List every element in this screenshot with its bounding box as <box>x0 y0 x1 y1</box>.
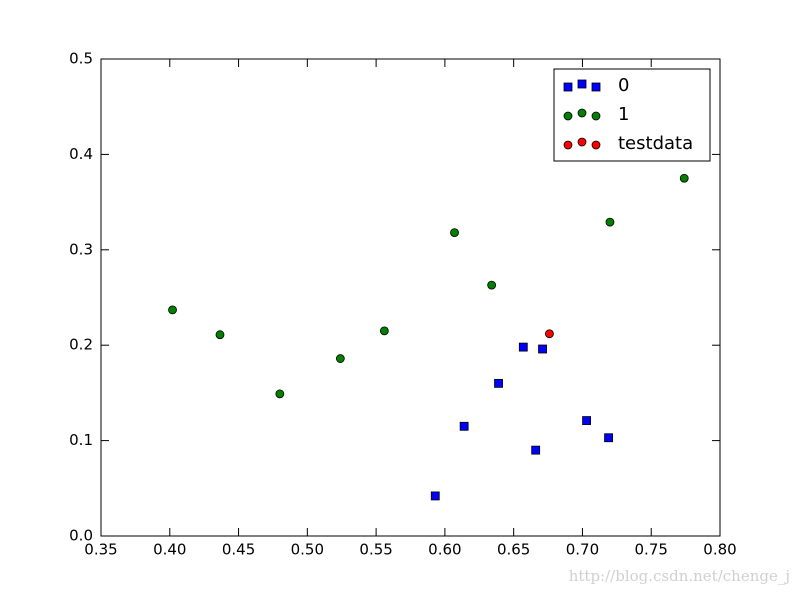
point <box>604 433 613 443</box>
x-tick-label: 0.55 <box>359 541 392 559</box>
legend-marker <box>591 111 601 121</box>
legend-marker <box>563 111 573 121</box>
x-tick-label: 0.45 <box>222 541 255 559</box>
point <box>215 330 225 340</box>
x-tick-label: 0.65 <box>497 541 530 559</box>
point <box>450 228 459 238</box>
legend-label: testdata <box>618 133 693 154</box>
watermark: http://blog.csdn.net/chenge_j <box>569 567 790 585</box>
legend-marker <box>563 82 573 92</box>
y-tick-label: 0.5 <box>69 50 93 68</box>
point <box>605 217 615 227</box>
x-tick-label: 0.80 <box>703 541 736 559</box>
x-tick-label: 0.35 <box>84 541 117 559</box>
x-tick-label: 0.70 <box>566 541 599 559</box>
y-tick-label: 0.1 <box>69 431 93 449</box>
point <box>545 329 554 339</box>
point <box>531 445 541 455</box>
y-tick-label: 0.4 <box>69 145 93 163</box>
point <box>487 280 497 290</box>
point <box>379 326 389 336</box>
plot-frame <box>100 58 721 537</box>
y-tick-label: 0.3 <box>69 240 93 258</box>
legend-marker <box>577 108 587 118</box>
legend-marker <box>577 79 587 89</box>
point <box>494 378 503 388</box>
legend-marker <box>563 140 573 150</box>
x-tick-label: 0.50 <box>291 541 324 559</box>
x-tick-label: 0.75 <box>635 541 668 559</box>
point <box>582 416 591 425</box>
point <box>168 305 177 315</box>
point <box>679 173 689 183</box>
point <box>518 342 528 352</box>
legend-label: 0 <box>618 75 629 96</box>
legend-marker <box>591 140 601 150</box>
point <box>459 421 469 431</box>
point <box>430 491 440 501</box>
x-tick-label: 0.40 <box>153 541 186 559</box>
legend-label: 1 <box>618 104 629 125</box>
y-tick-label: 0.2 <box>69 336 93 354</box>
x-tick-label: 0.60 <box>428 541 461 559</box>
legend-marker <box>577 137 587 147</box>
point <box>538 344 547 354</box>
point <box>335 354 345 363</box>
y-tick-label: 0.0 <box>69 527 93 545</box>
legend-marker <box>591 82 601 92</box>
point <box>275 389 285 399</box>
